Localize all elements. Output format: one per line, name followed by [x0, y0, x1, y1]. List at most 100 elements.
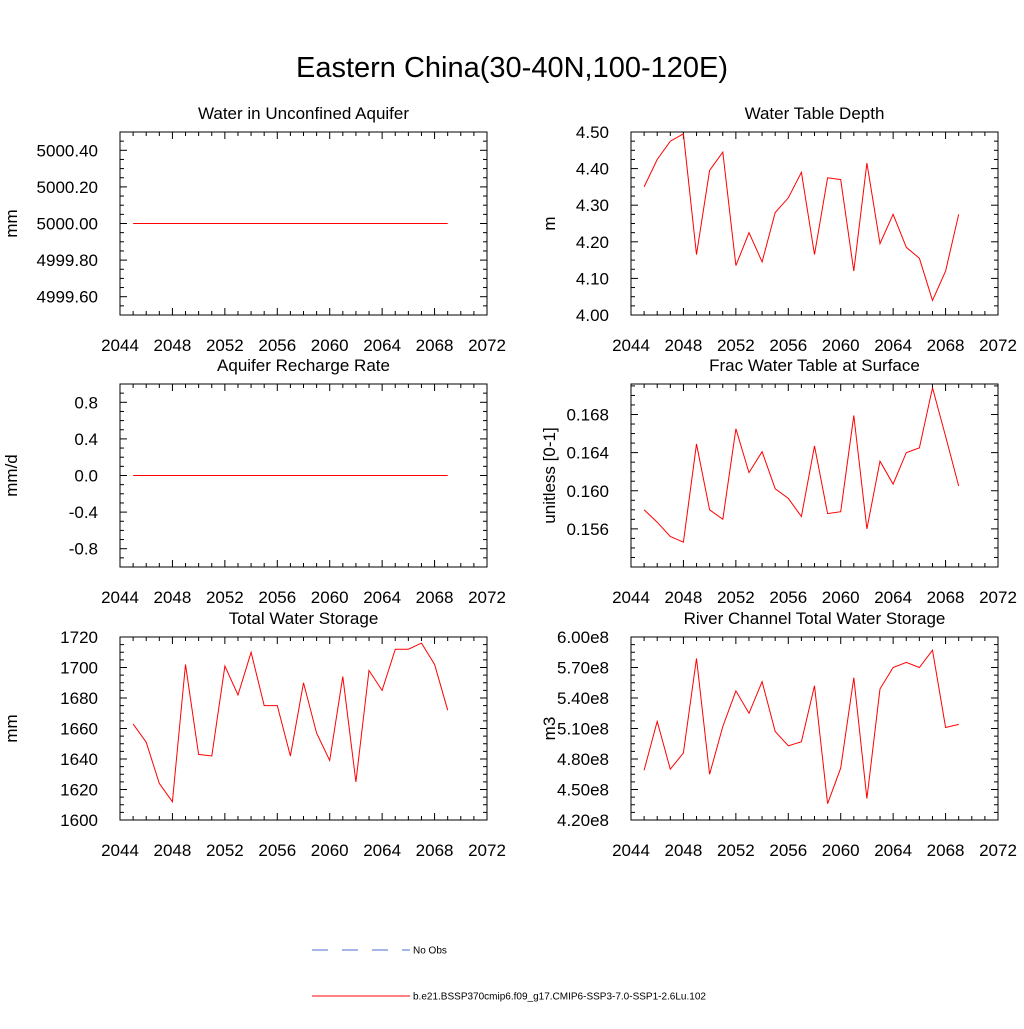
y-tick-label: -0.8 — [69, 540, 98, 559]
x-tick-label: 2056 — [258, 588, 296, 607]
y-axis-label: mm — [2, 714, 21, 742]
x-tick-label: 2048 — [154, 841, 192, 860]
panel-title: River Channel Total Water Storage — [684, 609, 946, 628]
x-tick-label: 2068 — [927, 336, 965, 355]
x-tick-label: 2068 — [416, 841, 454, 860]
x-tick-label: 2060 — [311, 841, 349, 860]
y-tick-label: 4.50 — [576, 123, 609, 142]
x-tick-label: 2052 — [717, 588, 755, 607]
x-tick-label: 2068 — [927, 588, 965, 607]
x-tick-label: 2052 — [206, 841, 244, 860]
x-tick-label: 2064 — [874, 336, 912, 355]
x-tick-label: 2044 — [101, 841, 139, 860]
y-tick-label: 0.4 — [74, 430, 98, 449]
x-tick-label: 2064 — [874, 588, 912, 607]
y-tick-label: 1640 — [60, 750, 98, 769]
x-tick-label: 2056 — [258, 841, 296, 860]
x-tick-label: 2044 — [612, 336, 650, 355]
x-tick-label: 2068 — [416, 588, 454, 607]
x-tick-label: 2072 — [979, 336, 1017, 355]
panel-5: Total Water Storage 2044 2048 2052 2056 2060 2… — [2, 609, 506, 860]
x-tick-label: 2064 — [874, 841, 912, 860]
x-tick-label: 2064 — [363, 336, 401, 355]
y-axis-label: mm/d — [2, 454, 21, 497]
y-tick-label: 1600 — [60, 811, 98, 830]
x-tick-label: 2056 — [769, 588, 807, 607]
panel-4: Frac Water Table at Surface 2044 2048 2052 2… — [540, 356, 1017, 607]
x-tick-label: 2048 — [154, 336, 192, 355]
x-tick-label: 2048 — [665, 336, 703, 355]
panel-title: Water Table Depth — [745, 104, 885, 123]
y-tick-label: 1660 — [60, 720, 98, 739]
x-tick-label: 2048 — [154, 588, 192, 607]
x-tick-label: 2056 — [258, 336, 296, 355]
y-tick-label: 5000.40 — [37, 141, 98, 160]
x-tick-label: 2052 — [206, 588, 244, 607]
y-tick-label: 0.0 — [74, 467, 98, 486]
y-tick-label: 1700 — [60, 659, 98, 678]
y-tick-label: 0.8 — [74, 393, 98, 412]
x-tick-label: 2068 — [416, 336, 454, 355]
x-tick-label: 2072 — [468, 336, 506, 355]
y-tick-label: 4.40 — [576, 160, 609, 179]
panel-2: Water Table Depth 2044 2048 2052 2056 2060 206… — [540, 104, 1017, 355]
x-tick-label: 2060 — [822, 336, 860, 355]
x-tick-label: 2064 — [363, 841, 401, 860]
x-tick-label: 2060 — [822, 588, 860, 607]
y-tick-label: 4.50e8 — [557, 781, 609, 800]
y-axis-label: unitless [0-1] — [540, 427, 559, 523]
y-tick-label: 5.40e8 — [557, 689, 609, 708]
plot-frame — [630, 383, 999, 568]
x-tick-label: 2052 — [717, 336, 755, 355]
y-tick-label: 5000.20 — [37, 178, 98, 197]
x-tick-label: 2056 — [769, 336, 807, 355]
y-tick-label: 0.156 — [566, 520, 609, 539]
y-tick-label: 4.10 — [576, 269, 609, 288]
plot-frame — [119, 636, 488, 821]
y-tick-label: 4.00 — [576, 306, 609, 325]
x-tick-label: 2060 — [822, 841, 860, 860]
x-tick-label: 2060 — [311, 336, 349, 355]
panel-title: Total Water Storage — [229, 609, 379, 628]
y-tick-label: -0.4 — [69, 503, 98, 522]
panel-title: Frac Water Table at Surface — [709, 356, 920, 375]
panel-1: Water in Unconfined Aquifer 2044 2048 2052 2… — [2, 104, 506, 355]
x-tick-label: 2072 — [468, 841, 506, 860]
x-tick-label: 2072 — [468, 588, 506, 607]
y-tick-label: 0.164 — [566, 444, 609, 463]
y-tick-label: 1620 — [60, 781, 98, 800]
y-tick-label: 4.20 — [576, 233, 609, 252]
y-tick-label: 1720 — [60, 628, 98, 647]
y-tick-label: 4.20e8 — [557, 811, 609, 830]
y-axis-label: m3 — [540, 717, 559, 741]
panel-title: Aquifer Recharge Rate — [217, 356, 390, 375]
figure-title: Eastern China(30-40N,100-120E) — [295, 52, 729, 84]
x-tick-label: 2048 — [665, 841, 703, 860]
y-tick-label: 6.00e8 — [557, 628, 609, 647]
x-tick-label: 2068 — [927, 841, 965, 860]
y-axis-label: m — [540, 216, 559, 230]
series-line — [643, 387, 960, 543]
y-tick-label: 4.80e8 — [557, 750, 609, 769]
x-tick-label: 2052 — [206, 336, 244, 355]
y-tick-label: 1680 — [60, 689, 98, 708]
y-tick-label: 0.160 — [566, 482, 609, 501]
y-tick-label: 0.168 — [566, 406, 609, 425]
panel-title: Water in Unconfined Aquifer — [198, 104, 409, 123]
y-tick-label: 5.70e8 — [557, 659, 609, 678]
y-tick-label: 4999.80 — [37, 251, 98, 270]
plot-frame — [630, 636, 999, 821]
series-line — [643, 648, 959, 804]
x-tick-label: 2052 — [717, 841, 755, 860]
y-tick-label: 5000.00 — [37, 215, 98, 234]
x-tick-label: 2044 — [612, 841, 650, 860]
x-tick-label: 2044 — [101, 336, 139, 355]
x-tick-label: 2072 — [979, 588, 1017, 607]
x-tick-label: 2060 — [311, 588, 349, 607]
y-axis-label: mm — [2, 209, 21, 237]
series-line — [132, 642, 449, 804]
x-tick-label: 2064 — [363, 588, 401, 607]
y-tick-label: 4999.60 — [37, 288, 98, 307]
